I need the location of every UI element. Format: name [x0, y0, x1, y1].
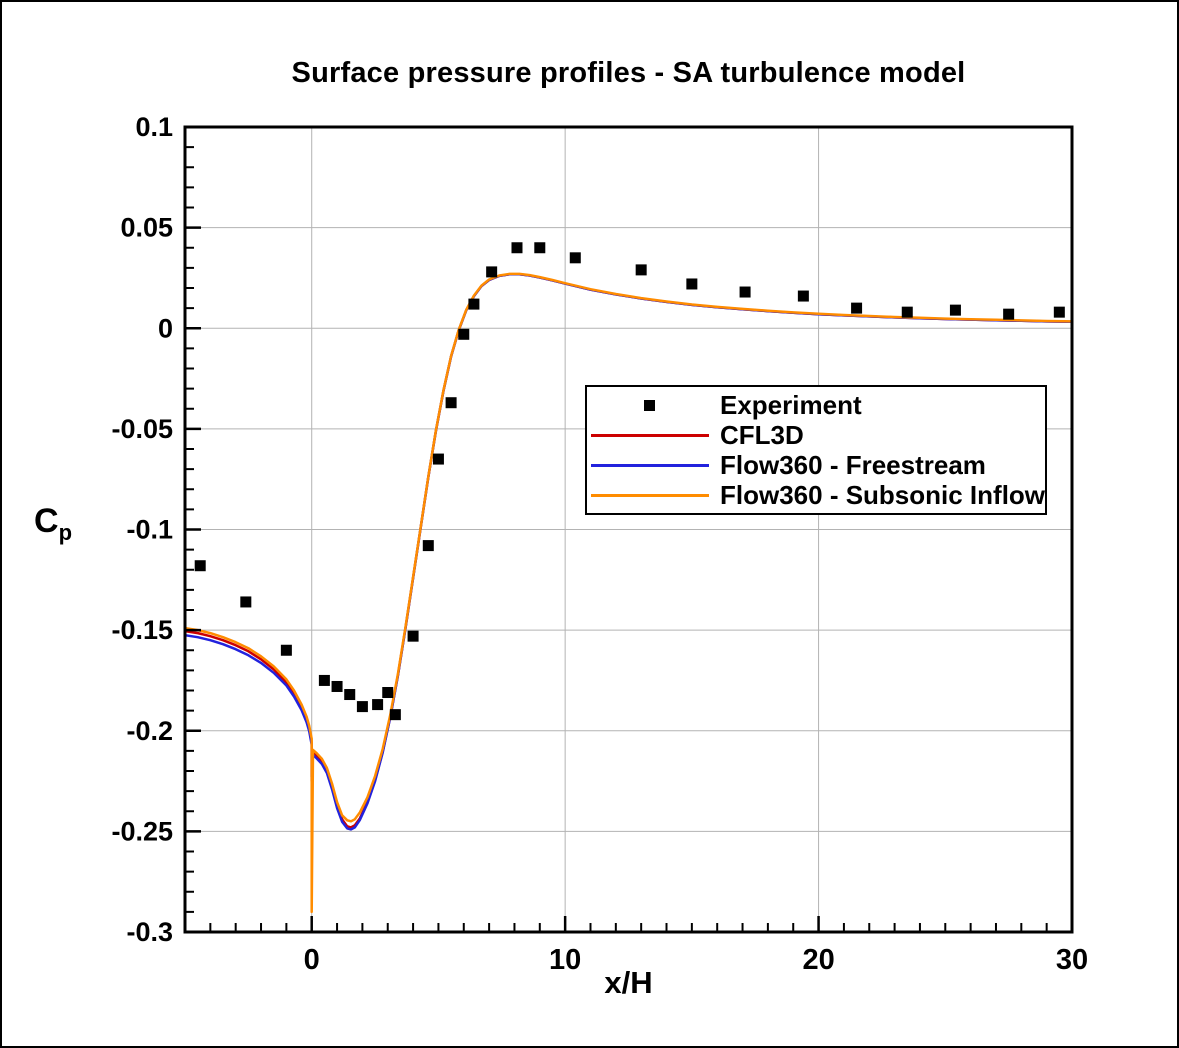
y-tick-label: -0.15: [111, 615, 173, 645]
line-swatch-icon: [590, 463, 709, 467]
legend-label: Experiment: [720, 389, 862, 420]
legend-item-flow360-subsonic-inflow: Flow360 - Subsonic Inflow: [587, 480, 1045, 510]
legend-label: CFL3D: [720, 419, 804, 450]
legend-label: Flow360 - Subsonic Inflow: [720, 479, 1046, 510]
legend-line-sample: [587, 463, 712, 467]
legend-line-sample: [587, 433, 712, 437]
legend-item-flow360-freestream: Flow360 - Freestream: [587, 450, 1045, 480]
square-marker-icon: [644, 399, 655, 411]
legend-item-cfl3d: CFL3D: [587, 420, 1045, 450]
x-tick-label: 10: [549, 944, 581, 976]
series-line-flow360-subsonic-inflow: [183, 272, 1074, 914]
line-swatch-icon: [590, 493, 709, 497]
y-tick-label: -0.05: [111, 414, 173, 444]
series-line-flow360-freestream: [183, 273, 1074, 831]
legend-marker-sample: [587, 399, 712, 411]
legend-label: Flow360 - Freestream: [720, 449, 986, 480]
axis-ticks: [184, 125, 1074, 934]
y-tick-label: 0: [158, 313, 173, 343]
y-tick-label: -0.2: [126, 716, 173, 746]
line-swatch-icon: [590, 433, 709, 437]
series-line-cfl3d: [183, 273, 1074, 829]
x-tick-label: 30: [1056, 944, 1088, 976]
y-tick-label: 0.05: [120, 213, 173, 243]
series-scatter-experiment: [194, 242, 1065, 721]
legend: Experiment CFL3D Flow360 - Freestream Flow3…: [585, 385, 1047, 515]
x-axis-label: x/H: [604, 965, 653, 1000]
gridlines: [185, 126, 1073, 933]
x-tick-label: 0: [304, 944, 320, 976]
tick-labels: 0 10 20 30 0.1 0.05 0 -0.05 -0.1 -0.15 -0.2 -0.25 -0…: [111, 112, 1088, 976]
chart-title: Surface pressure profiles - SA turbulenc…: [291, 57, 966, 89]
y-axis-label-text: C: [34, 502, 59, 540]
y-axis-label-subscript: p: [58, 519, 73, 545]
legend-line-sample: [587, 493, 712, 497]
y-tick-label: -0.25: [111, 816, 173, 846]
y-axis-label: Cp: [34, 502, 72, 546]
y-tick-label: 0.1: [135, 112, 173, 142]
legend-item-experiment: Experiment: [587, 390, 1045, 420]
y-tick-label: -0.3: [126, 917, 173, 947]
x-tick-label: 20: [802, 944, 834, 976]
y-tick-label: -0.1: [126, 515, 173, 545]
